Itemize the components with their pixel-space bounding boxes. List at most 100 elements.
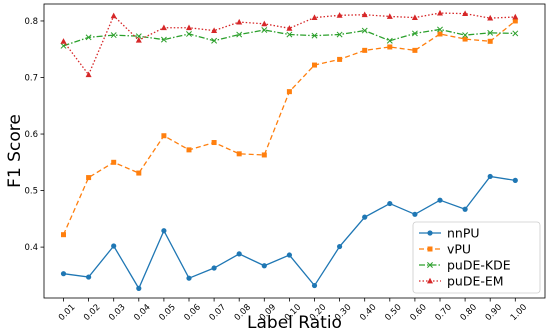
legend-item-nnpu: nnPU <box>419 226 480 241</box>
data-point-nnpu <box>161 228 167 234</box>
x-tick-label: 0.05 <box>157 302 177 322</box>
data-point-pude-em <box>311 14 318 20</box>
data-point-pude-em <box>60 38 67 44</box>
legend-label: puDE-EM <box>447 274 504 289</box>
legend-label: puDE-KDE <box>447 258 511 273</box>
data-point-vpu <box>312 62 317 68</box>
x-tick-label: 0.01 <box>57 302 77 322</box>
data-point-nnpu <box>286 252 292 258</box>
data-point-pude-kde <box>60 42 67 49</box>
y-axis-title: F1 Score <box>5 114 25 188</box>
data-point-nnpu <box>387 200 393 207</box>
data-point-pude-em <box>110 12 117 19</box>
data-point-pude-em <box>236 18 243 25</box>
data-point-vpu <box>487 38 493 44</box>
data-point-nnpu <box>437 197 443 203</box>
y-tick-label: 0.4 <box>24 243 38 253</box>
data-point-pude-kde <box>110 32 117 39</box>
x-tick-label: 0.50 <box>383 302 403 322</box>
x-tick-label: 0.40 <box>358 302 378 322</box>
data-point-nnpu <box>512 177 518 183</box>
data-point-pude-kde <box>437 26 443 33</box>
data-point-pude-em <box>85 71 92 78</box>
legend-marker <box>427 262 433 268</box>
y-tick-label: 0.5 <box>24 187 38 197</box>
data-point-pude-kde <box>411 30 418 37</box>
data-point-vpu <box>211 140 217 146</box>
x-axis-title: Label Ratio <box>247 313 342 333</box>
data-point-vpu <box>437 31 443 37</box>
data-point-pude-em <box>462 10 469 17</box>
data-point-pude-em <box>386 13 393 19</box>
data-point-nnpu <box>337 243 343 250</box>
data-point-vpu <box>462 36 468 42</box>
data-point-vpu <box>161 133 167 139</box>
y-tick-label: 0.7 <box>24 74 38 84</box>
data-point-pude-kde <box>286 31 293 38</box>
data-point-nnpu <box>412 211 418 217</box>
x-tick-label: 1.00 <box>509 302 529 322</box>
legend-marker <box>427 246 433 252</box>
data-point-pude-em <box>487 14 494 21</box>
data-point-vpu <box>512 18 518 24</box>
x-tick-label: 0.70 <box>433 302 453 322</box>
data-point-pude-em <box>211 27 218 33</box>
x-tick-label: 0.60 <box>408 302 428 322</box>
legend-item-pude-kde: puDE-KDE <box>419 258 511 273</box>
x-tick-label: 0.80 <box>459 302 479 322</box>
legend-marker <box>427 277 433 284</box>
data-point-vpu <box>286 89 292 95</box>
data-point-pude-em <box>336 12 343 18</box>
series-nnpu <box>60 173 518 291</box>
data-point-nnpu <box>86 274 92 280</box>
data-point-pude-kde <box>85 34 92 41</box>
plot-area <box>60 9 519 291</box>
data-point-pude-kde <box>211 37 218 44</box>
series-pude-kde <box>60 26 519 49</box>
data-point-vpu <box>337 56 343 62</box>
data-point-vpu <box>111 159 117 165</box>
data-point-nnpu <box>236 251 242 257</box>
legend-item-pude-em: puDE-EM <box>419 274 504 289</box>
data-point-vpu <box>236 151 242 157</box>
data-point-nnpu <box>261 263 267 269</box>
data-point-pude-em <box>512 13 519 20</box>
series-vpu <box>61 18 518 238</box>
data-point-nnpu <box>186 275 192 281</box>
x-tick-label: 0.02 <box>82 302 102 322</box>
data-point-vpu <box>61 232 66 238</box>
data-point-pude-em <box>186 24 192 31</box>
series-pude-em <box>60 9 519 78</box>
data-point-pude-em <box>437 9 443 16</box>
data-point-nnpu <box>211 265 217 271</box>
data-point-pude-kde <box>386 37 393 44</box>
legend-marker <box>427 230 433 236</box>
data-point-nnpu <box>462 206 468 212</box>
data-point-pude-em <box>411 14 418 20</box>
x-tick-label: 0.90 <box>484 302 504 322</box>
legend-label: vPU <box>447 242 471 257</box>
data-point-vpu <box>412 47 418 53</box>
data-point-vpu <box>387 44 393 50</box>
data-point-pude-kde <box>512 30 519 37</box>
data-point-pude-kde <box>160 36 167 43</box>
plot-frame <box>43 3 546 299</box>
data-point-vpu <box>261 152 267 158</box>
data-point-pude-kde <box>487 29 494 36</box>
data-point-nnpu <box>487 173 493 180</box>
data-point-pude-kde <box>236 31 243 38</box>
data-point-vpu <box>136 170 142 176</box>
x-tick-label: 0.06 <box>182 302 202 322</box>
series-line-pude-em <box>62 12 516 76</box>
data-point-nnpu <box>362 214 368 220</box>
data-point-pude-em <box>361 11 368 18</box>
y-tick-label: 0.8 <box>24 17 38 27</box>
data-point-nnpu <box>111 243 117 249</box>
data-point-pude-kde <box>311 32 318 39</box>
data-point-vpu <box>362 47 368 53</box>
data-point-vpu <box>186 147 192 153</box>
legend-item-vpu: vPU <box>419 242 471 257</box>
data-point-pude-kde <box>186 31 192 37</box>
